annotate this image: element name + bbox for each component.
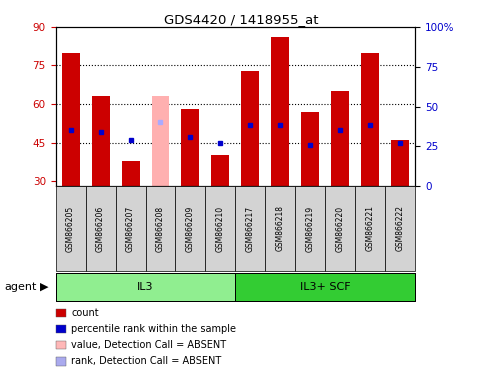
Text: GSM866218: GSM866218 [276,205,285,252]
Text: value, Detection Call = ABSENT: value, Detection Call = ABSENT [71,340,227,350]
Text: GSM866209: GSM866209 [186,205,195,252]
Text: GSM866207: GSM866207 [126,205,135,252]
Text: GSM866220: GSM866220 [336,205,345,252]
Bar [271,37,289,186]
Text: count: count [71,308,99,318]
Bar [361,53,379,186]
Bar [122,161,140,186]
Text: GSM866222: GSM866222 [396,205,405,252]
Text: IL3: IL3 [137,282,154,292]
Text: GSM866205: GSM866205 [66,205,75,252]
Bar [61,53,80,186]
Text: GSM866208: GSM866208 [156,205,165,252]
Text: GSM866219: GSM866219 [306,205,315,252]
Text: IL3+ SCF: IL3+ SCF [300,282,351,292]
Text: GSM866206: GSM866206 [96,205,105,252]
Text: agent: agent [5,282,37,292]
Bar [242,71,259,186]
Text: GSM866221: GSM866221 [366,205,375,252]
Text: percentile rank within the sample: percentile rank within the sample [71,324,237,334]
Text: GDS4420 / 1418955_at: GDS4420 / 1418955_at [164,13,319,26]
Text: GSM866217: GSM866217 [246,205,255,252]
Text: rank, Detection Call = ABSENT: rank, Detection Call = ABSENT [71,356,222,366]
Bar [391,140,410,186]
Text: ▶: ▶ [40,282,49,292]
Bar [92,96,110,186]
Bar [331,91,349,186]
Bar [182,109,199,186]
Bar [152,96,170,186]
Text: GSM866210: GSM866210 [216,205,225,252]
Bar [301,112,319,186]
Bar [212,156,229,186]
